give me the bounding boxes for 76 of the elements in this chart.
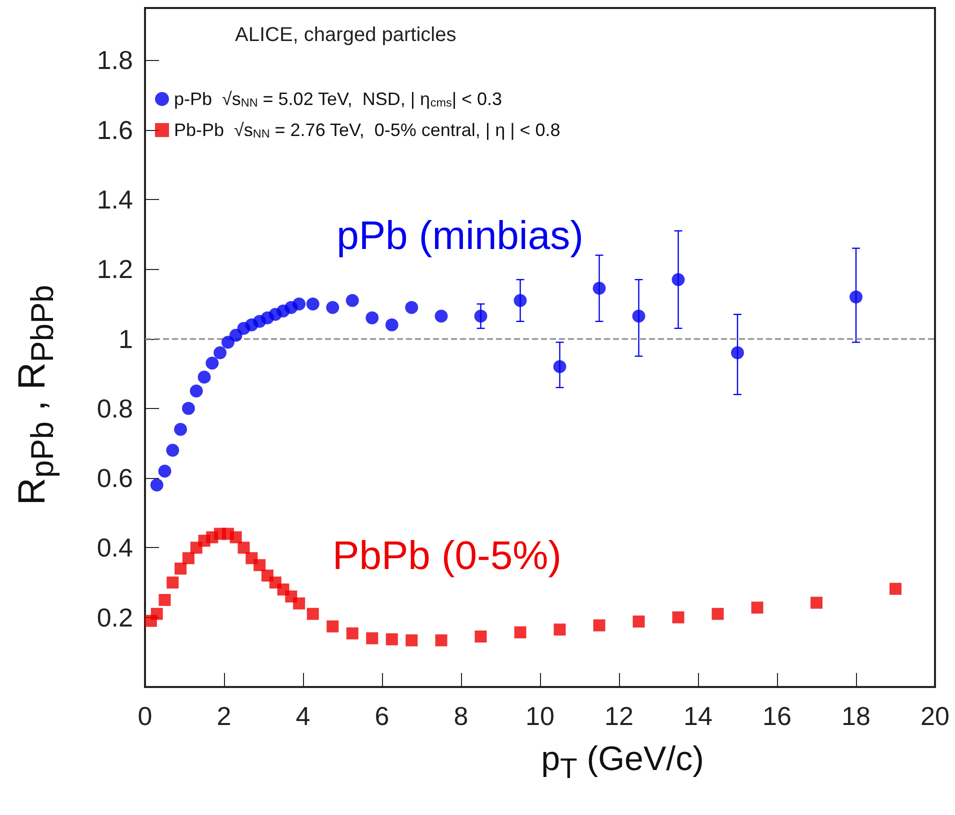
point <box>254 559 266 572</box>
point <box>158 464 172 478</box>
annotation: pPb (minbias) <box>336 214 584 258</box>
x-tick-label: 18 <box>842 701 870 731</box>
x-tick-label: 4 <box>296 701 310 731</box>
point <box>293 597 306 610</box>
point <box>306 297 320 310</box>
point <box>593 619 606 632</box>
point <box>385 318 398 332</box>
x-tick-label: 2 <box>216 701 232 731</box>
y-tick-label: 0.6 <box>96 463 133 494</box>
y-tick-label: 1.6 <box>96 114 133 145</box>
point <box>306 608 319 620</box>
y-tick-label: 0.8 <box>96 393 133 424</box>
y-tick-label: 1.2 <box>96 254 133 284</box>
point <box>553 360 566 374</box>
point <box>214 346 227 360</box>
point <box>158 594 171 606</box>
point <box>514 626 526 638</box>
point <box>890 582 902 595</box>
point <box>751 602 764 614</box>
point <box>514 294 527 307</box>
legend-title: ALICE, charged particles <box>235 24 456 46</box>
point <box>386 633 398 646</box>
point <box>554 624 566 636</box>
point <box>150 608 163 620</box>
point <box>712 608 724 620</box>
x-tick-label: 10 <box>526 701 554 731</box>
point <box>366 311 379 324</box>
annotation: PbPb (0-5%) <box>332 534 562 578</box>
point <box>474 310 488 323</box>
x-axis-title: p$_{T}$ (GeV/c) <box>540 740 705 785</box>
point <box>198 370 211 384</box>
point <box>174 422 188 436</box>
point <box>190 384 203 398</box>
point <box>230 531 242 544</box>
point <box>592 282 606 295</box>
point <box>672 273 685 286</box>
point <box>672 611 684 624</box>
point <box>166 444 180 457</box>
y-tick-label: 0.4 <box>96 532 133 563</box>
point <box>405 300 418 314</box>
point <box>731 346 744 360</box>
point <box>206 356 219 370</box>
y-tick-label: 1.8 <box>96 45 133 76</box>
point <box>174 562 187 575</box>
point <box>182 552 194 564</box>
x-tick-label: 6 <box>374 701 390 731</box>
x-tick-label: 14 <box>684 701 712 731</box>
point <box>810 596 822 609</box>
y-tick-label: 1 <box>118 324 133 354</box>
point <box>435 634 448 646</box>
x-tick-label: 16 <box>762 701 792 731</box>
point <box>346 627 358 640</box>
point <box>238 542 250 554</box>
point <box>474 630 487 643</box>
y-tick-label: 1.4 <box>96 184 133 215</box>
y-tick-label: 0.2 <box>96 602 133 632</box>
point <box>346 294 359 307</box>
point <box>326 620 339 632</box>
point <box>326 300 340 314</box>
x-tick-label: 12 <box>604 701 634 731</box>
x-tick-label: 8 <box>454 701 468 731</box>
point <box>150 478 164 492</box>
point <box>632 310 646 323</box>
point <box>850 290 862 304</box>
point <box>182 402 195 415</box>
point <box>632 616 645 628</box>
point <box>166 576 179 589</box>
x-tick-label: 0 <box>138 701 152 731</box>
point <box>434 310 448 323</box>
point <box>406 634 418 646</box>
point <box>229 328 242 342</box>
point <box>292 297 306 310</box>
point <box>366 632 378 644</box>
x-tick-label: 20 <box>920 701 950 731</box>
